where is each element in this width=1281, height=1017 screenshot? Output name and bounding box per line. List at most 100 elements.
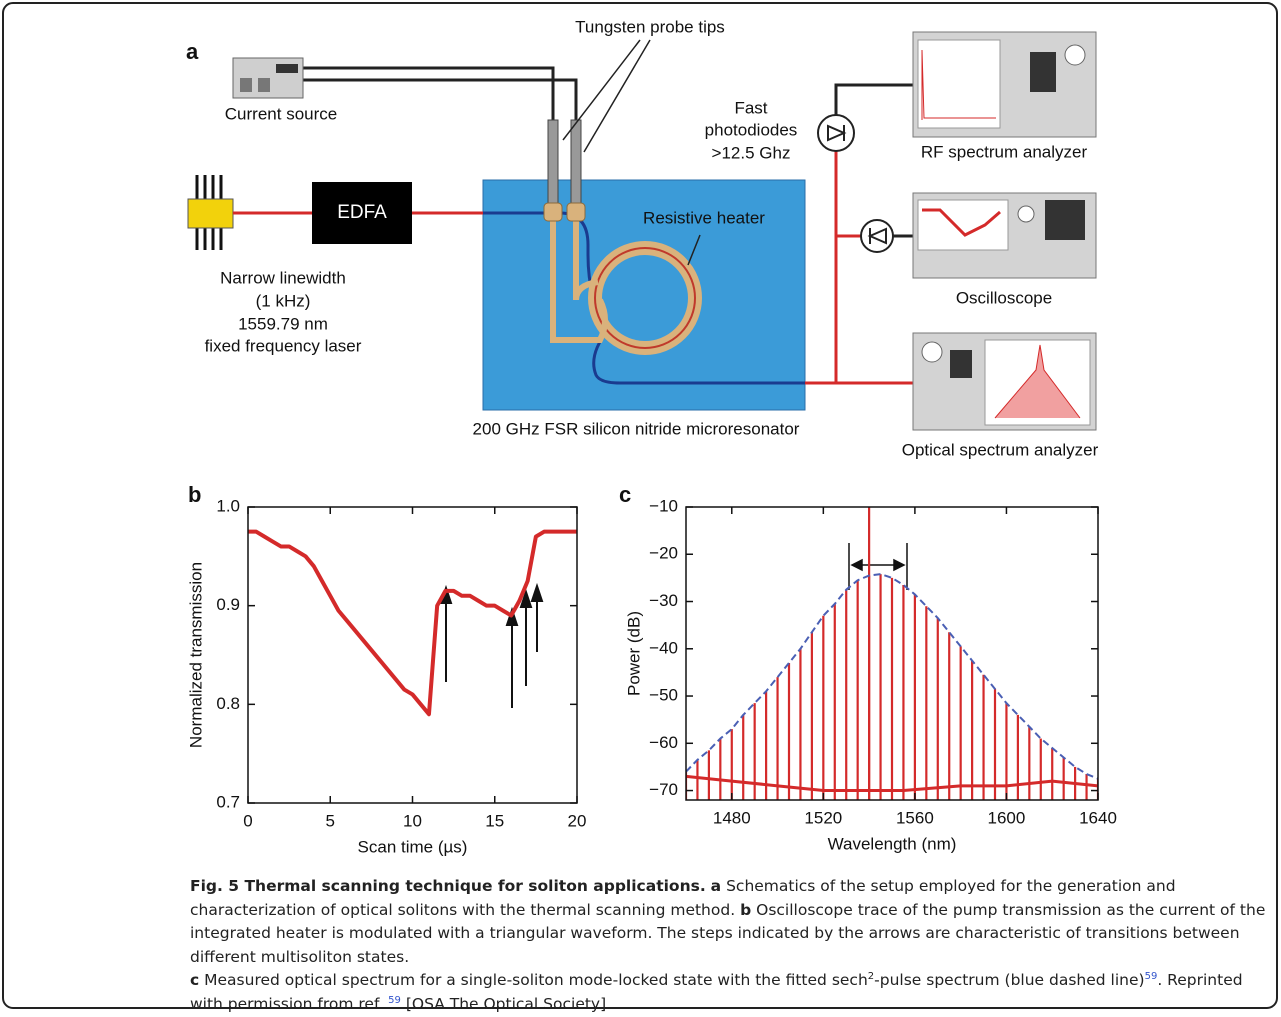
caption-panel: b bbox=[740, 900, 752, 919]
trace bbox=[248, 529, 577, 717]
screen bbox=[917, 199, 1009, 251]
diode-symbol bbox=[827, 124, 847, 142]
screen-trace bbox=[922, 208, 1001, 237]
y-axis-label: Normalized transmission bbox=[186, 562, 205, 748]
y-tick-label: −10 bbox=[649, 496, 678, 515]
label: Tungsten probe tips bbox=[575, 17, 725, 36]
cable bbox=[834, 83, 913, 116]
fit-line bbox=[686, 573, 1098, 780]
panel-label: c bbox=[619, 482, 631, 507]
screen-trace bbox=[994, 344, 1081, 419]
probe bbox=[547, 119, 559, 206]
x-tick-label: 1600 bbox=[988, 808, 1026, 827]
label: Narrow linewidth bbox=[220, 268, 346, 287]
y-tick-label: −70 bbox=[649, 780, 678, 799]
x-tick-label: 0 bbox=[243, 811, 252, 830]
ring bbox=[594, 247, 696, 349]
pointer bbox=[583, 39, 651, 153]
x-axis-label: Scan time (µs) bbox=[358, 837, 468, 856]
pad bbox=[566, 202, 586, 222]
x-tick-label: 15 bbox=[485, 811, 504, 830]
pad bbox=[543, 202, 563, 222]
knob bbox=[1017, 205, 1035, 223]
y-tick-label: −50 bbox=[649, 686, 678, 705]
y-tick-label: 0.7 bbox=[216, 792, 240, 811]
caption-text: -pulse spectrum (blue dashed line) bbox=[874, 971, 1145, 990]
x-axis-label: Wavelength (nm) bbox=[828, 834, 957, 853]
y-tick-label: −60 bbox=[649, 733, 678, 752]
diode-symbol bbox=[867, 227, 887, 245]
panel-label: b bbox=[188, 482, 201, 507]
keypad bbox=[1030, 52, 1056, 92]
reference[interactable]: 59 bbox=[388, 994, 401, 1006]
laser bbox=[187, 198, 234, 229]
chart: 1480 1520 1560 1600 1640 −10 −20 −30 −40 −50 −60 −7… bbox=[619, 482, 1117, 854]
y-tick-label: −30 bbox=[649, 591, 678, 610]
keypad bbox=[1045, 200, 1085, 240]
heater-trace bbox=[573, 212, 599, 301]
knob bbox=[240, 78, 252, 92]
label: >12.5 Ghz bbox=[712, 143, 791, 162]
label: 200 GHz FSR silicon nitride microresonat… bbox=[473, 419, 800, 438]
label: RF spectrum analyzer bbox=[921, 142, 1088, 161]
caption-text: Measured optical spectrum for a single-s… bbox=[204, 971, 868, 990]
label: Optical spectrum analyzer bbox=[902, 440, 1099, 459]
x-tick-label: 1560 bbox=[896, 808, 934, 827]
x-tick-label: 1520 bbox=[804, 808, 842, 827]
wire bbox=[302, 78, 578, 125]
wire bbox=[302, 66, 555, 125]
panel-label: a bbox=[186, 39, 199, 64]
label: Resistive heater bbox=[643, 208, 765, 227]
display bbox=[276, 64, 298, 73]
photodiode bbox=[817, 114, 855, 152]
label: photodiodes bbox=[705, 120, 798, 139]
label: (1 kHz) bbox=[256, 291, 311, 310]
label: Oscilloscope bbox=[956, 288, 1052, 307]
plot-frame bbox=[685, 506, 1099, 801]
caption-text: . Reprinted with permission from ref. bbox=[190, 971, 1243, 1013]
reference[interactable]: 59 bbox=[1144, 971, 1158, 983]
label: Current source bbox=[225, 104, 337, 123]
photodiode bbox=[860, 219, 894, 253]
keypad bbox=[950, 350, 972, 378]
probe bbox=[570, 119, 582, 206]
chip bbox=[482, 179, 806, 411]
label: Fast bbox=[734, 98, 767, 117]
screen bbox=[917, 39, 1001, 129]
pointer bbox=[562, 39, 641, 141]
pointer bbox=[687, 234, 701, 266]
y-tick-label: −20 bbox=[649, 544, 678, 563]
setup-diagram bbox=[187, 31, 1097, 431]
knob bbox=[258, 78, 270, 92]
y-tick-label: −40 bbox=[649, 638, 678, 657]
knob bbox=[1064, 44, 1086, 66]
caption-title: Fig. 5 Thermal scanning technique for so… bbox=[190, 877, 706, 895]
bandwidth-marker bbox=[848, 543, 908, 590]
x-tick-label: 10 bbox=[403, 811, 422, 830]
x-tick-label: 1480 bbox=[713, 808, 751, 827]
caption: Fig. 5 Thermal scanning technique for so… bbox=[190, 875, 1270, 1017]
diagram-labels: a Tungsten probe tips Current source Nar… bbox=[186, 17, 1099, 459]
step-arrows bbox=[439, 582, 544, 708]
caption-text: Oscilloscope trace of the pump transmiss… bbox=[190, 900, 1266, 966]
x-tick-label: 20 bbox=[568, 811, 587, 830]
label: EDFA bbox=[337, 202, 387, 223]
y-axis-label: Power (dB) bbox=[624, 611, 643, 696]
x-tick-label: 5 bbox=[326, 811, 335, 830]
screen-trace bbox=[921, 49, 996, 120]
y-tick-label: 0.9 bbox=[216, 595, 240, 614]
y-tick-label: 0.8 bbox=[216, 694, 240, 713]
plot-area bbox=[686, 507, 1098, 800]
x-tick-label: 1640 bbox=[1079, 808, 1117, 827]
caption-text: Schematics of the setup employed for the… bbox=[190, 877, 1176, 919]
knob bbox=[921, 341, 943, 363]
chart: 0 5 10 15 20 0.7 0.8 0.9 1.0 Scan time (µs) Normal… bbox=[186, 482, 586, 857]
heater-trace bbox=[550, 212, 608, 343]
caption-panel: a bbox=[710, 877, 722, 895]
caption-text: [OSA The Optical Society] bbox=[405, 994, 607, 1013]
plot-area bbox=[248, 529, 577, 717]
